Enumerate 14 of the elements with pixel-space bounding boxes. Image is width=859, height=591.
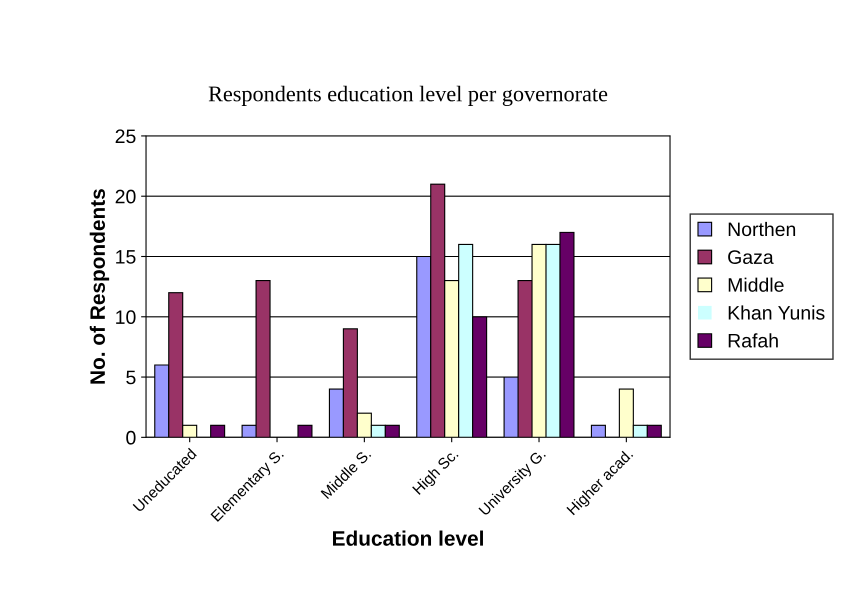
y-axis-title: No. of Respondents <box>90 189 110 384</box>
legend-label: Middle <box>728 278 784 292</box>
y-tick-label: 20 <box>116 190 136 204</box>
legend-label: Northen <box>728 222 796 236</box>
y-tick-label: 5 <box>126 370 136 384</box>
legend-label: Gaza <box>728 250 774 264</box>
y-tick-label: 0 <box>126 430 136 445</box>
chart-title: Respondents education level per governorate <box>208 86 608 106</box>
y-tick-label: 15 <box>116 250 136 264</box>
legend-label: Rafah <box>728 333 778 348</box>
x-axis-title: Education level <box>333 530 483 546</box>
y-tick-label: 25 <box>116 129 136 144</box>
legend-label: Khan Yunis <box>728 305 825 320</box>
y-tick-label: 10 <box>116 310 136 324</box>
